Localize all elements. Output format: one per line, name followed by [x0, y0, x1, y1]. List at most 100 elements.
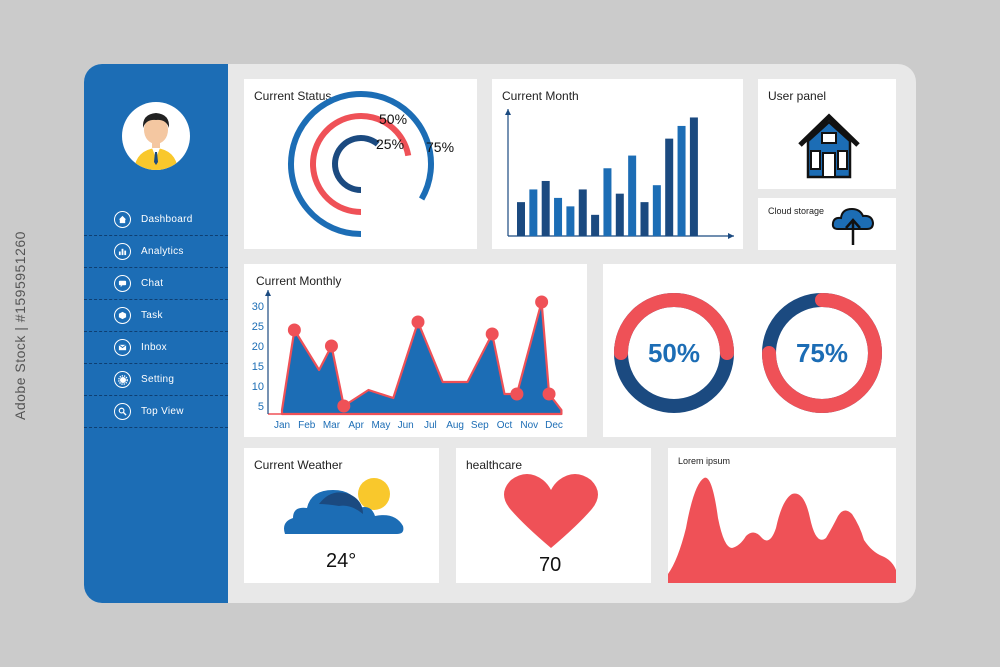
y-tick-label: 30	[252, 301, 264, 313]
monthly-point	[337, 399, 351, 413]
x-tick-label: May	[371, 420, 390, 431]
house-icon	[798, 113, 860, 179]
x-tick-label: Feb	[298, 420, 316, 431]
box-icon	[114, 307, 131, 324]
month-bar	[529, 189, 538, 236]
month-bar	[677, 125, 686, 236]
temperature-readout: 24°	[326, 550, 357, 572]
y-tick-label: 10	[252, 381, 264, 393]
gauge-fill	[614, 293, 734, 360]
sidebar-item-chat[interactable]: Chat	[84, 268, 228, 300]
monthly-point	[411, 315, 425, 329]
gauge-fill	[762, 293, 882, 413]
status-ring-label: 50%	[379, 111, 407, 127]
home-icon	[114, 211, 131, 228]
sidebar-item-task[interactable]: Task	[84, 300, 228, 332]
status-ring-arc	[332, 135, 380, 193]
status-ring-label: 75%	[426, 139, 454, 155]
sidebar-item-label: Chat	[141, 278, 164, 289]
month-bar	[615, 193, 624, 236]
month-bar	[578, 189, 587, 236]
cloud-storage-card[interactable]: Cloud storage	[758, 198, 896, 250]
cloudy-sun-icon	[284, 478, 404, 534]
card-title: Current Weather	[254, 458, 343, 472]
avatar[interactable]	[122, 102, 190, 170]
sidebar-item-label: Analytics	[141, 246, 184, 257]
lorem-ipsum-area-chart	[668, 477, 896, 583]
sidebar-item-label: Task	[141, 310, 163, 321]
sidebar-item-analytics[interactable]: Analytics	[84, 236, 228, 268]
month-bar	[628, 155, 637, 236]
card-title: Lorem ipsum	[678, 456, 731, 466]
current-monthly-chart: 5 10 15 20 25 30 Jan Feb Mar Apr May Jun Jul Aug Sep Oc…	[252, 290, 563, 431]
search-icon	[114, 403, 131, 420]
monthly-point	[510, 387, 524, 401]
user-panel-card[interactable]: User panel	[758, 79, 896, 189]
status-ring-arc	[288, 91, 434, 237]
month-bar	[603, 168, 612, 236]
current-status-card[interactable]: Current Status 75% 50% 25%	[244, 79, 477, 249]
month-bar	[665, 138, 674, 236]
card-title: Current Month	[502, 89, 579, 103]
y-tick-label: 15	[252, 361, 264, 373]
month-bar	[517, 202, 525, 236]
monthly-point	[542, 387, 556, 401]
card-title: Current Monthly	[256, 274, 342, 288]
sidebar-item-inbox[interactable]: Inbox	[84, 332, 228, 364]
current-month-chart	[505, 109, 734, 239]
sidebar-item-label: Setting	[141, 374, 175, 385]
y-axis-arrow	[265, 290, 271, 296]
progress-gauges: 50% 75%	[614, 293, 882, 413]
monthly-point	[287, 323, 301, 337]
monthly-point	[324, 339, 338, 353]
heart-icon	[504, 474, 598, 548]
status-ring-label: 25%	[376, 136, 404, 152]
y-tick-label: 25	[252, 321, 264, 333]
progress-gauges-card[interactable]: 50% 75%	[603, 264, 896, 437]
month-bar	[689, 117, 698, 236]
current-status-chart: 75% 50% 25%	[288, 91, 454, 237]
card-title: Cloud storage	[768, 206, 825, 216]
x-tick-label: Oct	[497, 420, 513, 431]
y-tick-label: 5	[258, 401, 264, 413]
gear-icon	[114, 371, 131, 388]
monthly-point	[535, 295, 549, 309]
current-month-card[interactable]: Current Month	[492, 79, 743, 249]
month-bar	[652, 185, 661, 236]
sidebar-menu: Dashboard Analytics Chat Task	[84, 204, 228, 428]
current-monthly-card[interactable]: Current Monthly 5 10 15 20 25 30 Jan Feb Mar Apr M…	[244, 264, 587, 437]
month-bar	[541, 180, 550, 236]
x-tick-label: Nov	[520, 420, 538, 431]
sidebar-item-setting[interactable]: Setting	[84, 364, 228, 396]
x-tick-label: Mar	[323, 420, 341, 431]
sidebar-item-label: Dashboard	[141, 214, 193, 225]
dashboard-window: Dashboard Analytics Chat Task	[84, 64, 916, 603]
sidebar-item-dashboard[interactable]: Dashboard	[84, 204, 228, 236]
current-weather-card[interactable]: Current Weather 24°	[244, 448, 439, 583]
card-title: User panel	[768, 89, 827, 103]
month-bar	[591, 214, 600, 236]
mail-icon	[114, 339, 131, 356]
healthcare-card[interactable]: healthcare 70	[456, 448, 651, 583]
x-tick-label: Aug	[446, 420, 464, 431]
bar-chart-icon	[114, 243, 131, 260]
month-bar	[566, 206, 575, 236]
chat-icon	[114, 275, 131, 292]
y-axis-arrow	[505, 109, 511, 115]
x-axis-arrow	[728, 233, 734, 239]
sidebar-item-label: Top View	[141, 406, 184, 417]
heart-rate-readout: 70	[539, 554, 562, 576]
month-bar	[640, 202, 649, 236]
x-tick-label: Jul	[424, 420, 437, 431]
cloud-upload-icon	[831, 207, 875, 245]
x-tick-label: Jan	[274, 420, 290, 431]
month-bar	[554, 197, 563, 236]
x-tick-label: Dec	[545, 420, 563, 431]
gauge-label: 75%	[796, 338, 848, 368]
side-watermark-label: Adobe Stock | #1595951260	[12, 231, 28, 420]
x-tick-label: Apr	[348, 420, 364, 431]
sidebar-item-top-view[interactable]: Top View	[84, 396, 228, 428]
gauge-label: 50%	[648, 338, 700, 368]
lorem-ipsum-card[interactable]: Lorem ipsum	[668, 448, 896, 583]
x-tick-label: Sep	[471, 420, 489, 431]
